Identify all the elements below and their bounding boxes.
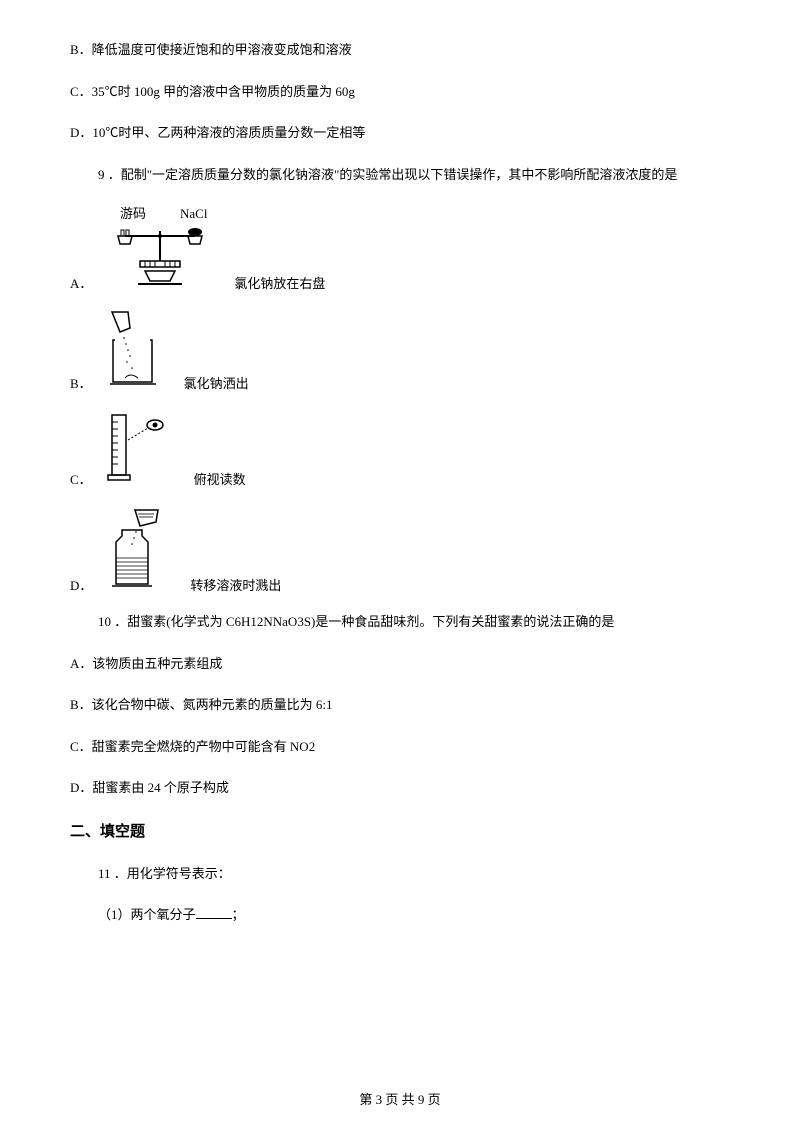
cylinder-eye-icon	[100, 410, 180, 488]
q9-c-label: 俯视读数	[194, 469, 246, 488]
blank-field[interactable]	[196, 905, 232, 919]
balance-left-label: 游码	[120, 206, 146, 221]
q9-option-a: A． 游码 NaCl 氯化钠放在右盘	[70, 206, 730, 292]
section-2-title: 二、填空题	[70, 820, 730, 841]
q8-option-c: C．35℃时 100g 甲的溶液中含甲物质的质量为 60g	[70, 82, 730, 102]
q9-option-b: B． 氯化钠洒出	[70, 310, 730, 392]
q9-option-c: C． 俯视读数	[70, 410, 730, 488]
q9-d-label: 转移溶液时溅出	[190, 575, 281, 594]
q11-sub1-suffix: ；	[232, 907, 245, 922]
q9-b-letter: B．	[70, 373, 92, 392]
q11-text: 11 ．用化学符号表示：	[98, 863, 730, 882]
balance-right-label: NaCl	[180, 206, 208, 221]
q8-option-b: B．降低温度可使接近饱和的甲溶液变成饱和溶液	[70, 40, 730, 60]
q10-option-a: A．该物质由五种元素组成	[70, 654, 730, 674]
q9-a-label: 氯化钠放在右盘	[234, 273, 325, 292]
q8-option-d: D．10℃时甲、乙两种溶液的溶质质量分数一定相等	[70, 123, 730, 143]
q10-option-b: B．该化合物中碳、氮两种元素的质量比为 6:1	[70, 695, 730, 715]
q9-d-letter: D．	[70, 575, 92, 594]
q11-sub1: （1）两个氧分子 ；	[98, 904, 730, 923]
q9-b-label: 氯化钠洒出	[184, 373, 249, 392]
bottle-splash-icon	[100, 506, 176, 594]
q9-c-letter: C．	[70, 469, 92, 488]
q9-option-d: D． 转移溶液时溅出	[70, 506, 730, 594]
q11-sub1-text: （1）两个氧分子	[98, 907, 196, 922]
q9-a-letter: A．	[70, 273, 92, 292]
balance-scale-icon: 游码 NaCl	[100, 206, 220, 292]
q10-text: 10 ．甜蜜素(化学式为 C6H12NNaO3S)是一种食品甜味剂。下列有关甜蜜…	[98, 612, 730, 632]
q9-text: 9 ．配制"一定溶质质量分数的氯化钠溶液"的实验常出现以下错误操作，其中不影响所…	[98, 165, 730, 185]
page-footer: 第 3 页 共 9 页	[0, 1089, 800, 1108]
q10-option-d: D．甜蜜素由 24 个原子构成	[70, 778, 730, 798]
beaker-spill-icon	[100, 310, 170, 392]
q10-option-c: C．甜蜜素完全燃烧的产物中可能含有 NO2	[70, 737, 730, 757]
